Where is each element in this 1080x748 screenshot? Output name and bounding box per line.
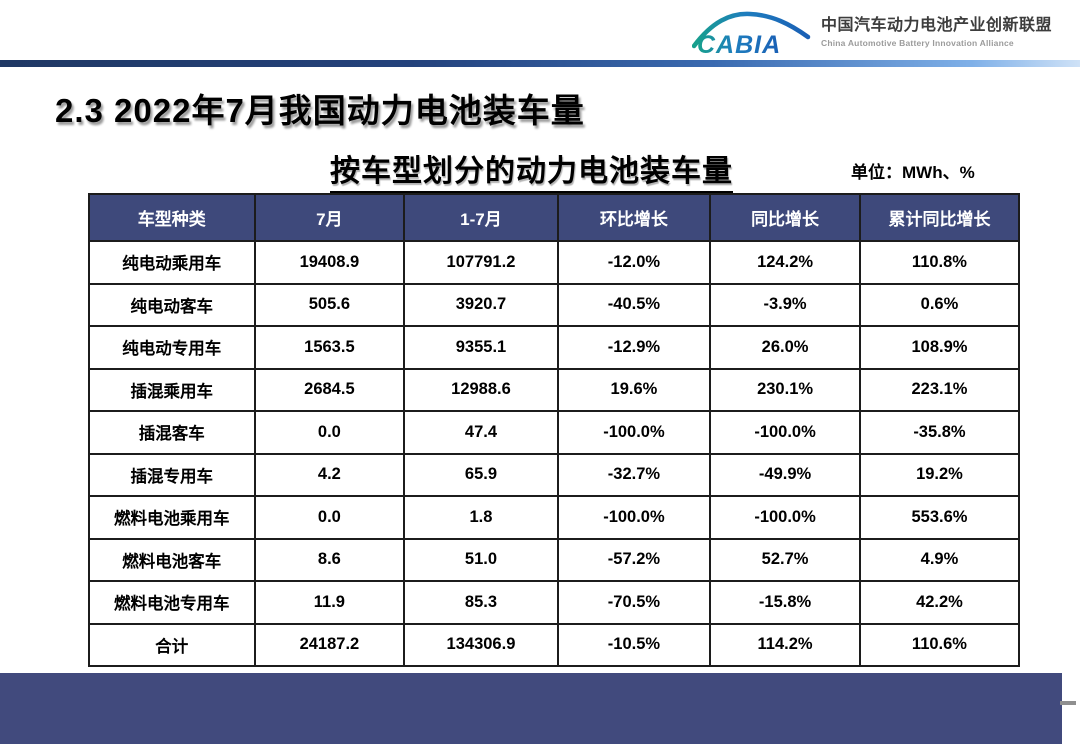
- cell-value: 8.6: [253, 537, 406, 582]
- column-header: 同比增长: [709, 193, 861, 242]
- table-row: 燃料电池乘用车 0.0 1.8 -100.0% -100.0% 553.6%: [88, 495, 1021, 540]
- cell-value: 1.8: [403, 495, 559, 540]
- table-row: 燃料电池客车 8.6 51.0 -57.2% 52.7% 4.9%: [88, 537, 1021, 582]
- cell-value: 52.7%: [709, 537, 861, 582]
- cell-value: 19.6%: [556, 367, 712, 412]
- cell-value: 19.2%: [858, 452, 1021, 497]
- cell-value: 1563.5: [253, 325, 406, 370]
- cell-value: 4.9%: [858, 537, 1021, 582]
- cell-value: 107791.2: [403, 240, 559, 285]
- column-header: 环比增长: [556, 193, 712, 242]
- table-header-row: 车型种类 7月 1-7月 环比增长 同比增长 累计同比增长: [88, 193, 1021, 242]
- logo-abbr: CABIA: [697, 31, 781, 58]
- cell-value: 223.1%: [858, 367, 1021, 412]
- cell-value: 108.9%: [858, 325, 1021, 370]
- cell-value: 0.0: [253, 495, 406, 540]
- cell-value: 47.4: [403, 410, 559, 455]
- cell-value: 65.9: [403, 452, 559, 497]
- table-row: 插混乘用车 2684.5 12988.6 19.6% 230.1% 223.1%: [88, 367, 1021, 412]
- cell-value: 4.2: [253, 452, 406, 497]
- cell-value: -100.0%: [556, 410, 712, 455]
- cell-value: 114.2%: [709, 622, 861, 667]
- cell-value: -12.0%: [556, 240, 712, 285]
- table-header: 车型种类 7月 1-7月 环比增长 同比增长 累计同比增长: [88, 193, 1021, 242]
- row-label: 燃料电池乘用车: [88, 495, 256, 540]
- cell-value: -57.2%: [556, 537, 712, 582]
- cell-value: 51.0: [403, 537, 559, 582]
- cell-value: 11.9: [253, 580, 406, 625]
- cell-value: 12988.6: [403, 367, 559, 412]
- row-label: 插混客车: [88, 410, 256, 455]
- logo-name-en: China Automotive Battery Innovation Alli…: [820, 37, 1014, 48]
- table-row: 插混客车 0.0 47.4 -100.0% -100.0% -35.8%: [88, 410, 1021, 455]
- row-label: 纯电动客车: [88, 282, 256, 327]
- column-header: 车型种类: [88, 193, 256, 242]
- car-swoosh-icon: [691, 11, 811, 49]
- table-row: 燃料电池专用车 11.9 85.3 -70.5% -15.8% 42.2%: [88, 580, 1021, 625]
- row-label: 纯电动乘用车: [88, 240, 256, 285]
- cell-value: 0.6%: [858, 282, 1021, 327]
- cell-value: 124.2%: [709, 240, 861, 285]
- cell-value: -49.9%: [709, 452, 861, 497]
- table-row-total: 合计 24187.2 134306.9 -10.5% 114.2% 110.6%: [88, 622, 1021, 667]
- column-header: 累计同比增长: [858, 193, 1021, 242]
- cell-value: -3.9%: [709, 282, 861, 327]
- page-title: 2.3 2022年7月我国动力电池装车量: [55, 92, 585, 129]
- battery-installation-table: 车型种类 7月 1-7月 环比增长 同比增长 累计同比增长 纯电动乘用车 1940…: [88, 193, 1021, 667]
- cell-value: 24187.2: [253, 622, 406, 667]
- cell-value: -100.0%: [709, 495, 861, 540]
- cell-value: 26.0%: [709, 325, 861, 370]
- row-label: 插混专用车: [88, 452, 256, 497]
- column-header: 7月: [253, 193, 406, 242]
- cabia-logo-icon: CABIA: [691, 11, 811, 58]
- table-row: 纯电动乘用车 19408.9 107791.2 -12.0% 124.2% 110.8%: [88, 240, 1021, 285]
- cell-value: -12.9%: [556, 325, 712, 370]
- row-label: 燃料电池专用车: [88, 580, 256, 625]
- cell-value: 110.6%: [858, 622, 1021, 667]
- cell-value: -100.0%: [556, 495, 712, 540]
- row-label: 燃料电池客车: [88, 537, 256, 582]
- cell-value: -15.8%: [709, 580, 861, 625]
- table-row: 插混专用车 4.2 65.9 -32.7% -49.9% 19.2%: [88, 452, 1021, 497]
- cell-value: -10.5%: [556, 622, 712, 667]
- cell-value: 2684.5: [253, 367, 406, 412]
- footer-edge-tick: [1060, 701, 1076, 705]
- logo: CABIA 中国汽车动力电池产业创新联盟 China Automotive Ba…: [691, 6, 1052, 58]
- table-row: 纯电动客车 505.6 3920.7 -40.5% -3.9% 0.6%: [88, 282, 1021, 327]
- row-label: 纯电动专用车: [88, 325, 256, 370]
- cell-value: -35.8%: [858, 410, 1021, 455]
- table-body: 纯电动乘用车 19408.9 107791.2 -12.0% 124.2% 110.8% 纯…: [88, 240, 1021, 667]
- cell-value: -40.5%: [556, 282, 712, 327]
- cell-value: 3920.7: [403, 282, 559, 327]
- cell-value: 9355.1: [403, 325, 559, 370]
- column-header: 1-7月: [403, 193, 559, 242]
- cell-value: -70.5%: [556, 580, 712, 625]
- cell-value: 134306.9: [403, 622, 559, 667]
- cell-value: 19408.9: [253, 240, 406, 285]
- unit-label: 单位：MWh、%: [851, 163, 975, 182]
- cell-value: 42.2%: [858, 580, 1021, 625]
- footer-bar: [0, 673, 1062, 744]
- row-label: 合计: [88, 622, 256, 667]
- table-title: 按车型划分的动力电池装车量: [330, 146, 733, 194]
- cell-value: -100.0%: [709, 410, 861, 455]
- cell-value: 230.1%: [709, 367, 861, 412]
- cell-value: 553.6%: [858, 495, 1021, 540]
- row-label: 插混乘用车: [88, 367, 256, 412]
- cell-value: -32.7%: [556, 452, 712, 497]
- header-divider-line: [0, 60, 1080, 67]
- logo-name-cn: 中国汽车动力电池产业创新联盟: [820, 17, 1052, 35]
- cell-value: 0.0: [253, 410, 406, 455]
- cell-value: 110.8%: [858, 240, 1021, 285]
- table-row: 纯电动专用车 1563.5 9355.1 -12.9% 26.0% 108.9%: [88, 325, 1021, 370]
- cell-value: 505.6: [253, 282, 406, 327]
- cell-value: 85.3: [403, 580, 559, 625]
